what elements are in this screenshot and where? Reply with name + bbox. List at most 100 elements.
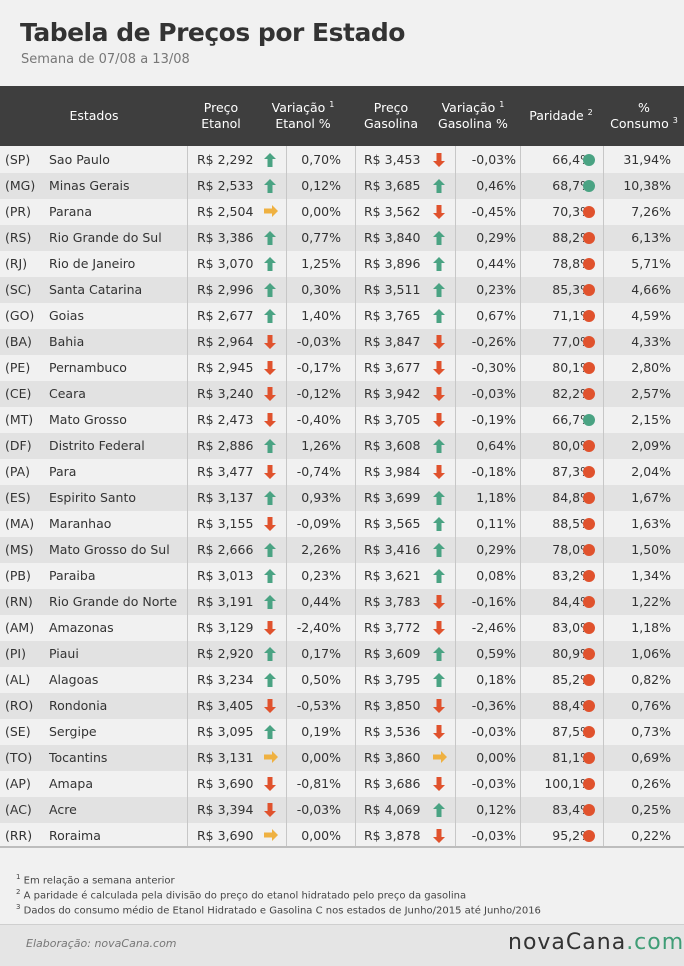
state-name: Piaui xyxy=(49,646,79,661)
variation-gasoline: 0,08% xyxy=(476,568,516,583)
arrow-down-icon xyxy=(264,699,276,713)
arrow-down-icon xyxy=(433,335,445,349)
consumption-share: 2,57% xyxy=(631,386,671,401)
variation-ethanol: 0,93% xyxy=(301,490,341,505)
price-gasoline: R$ 3,565 xyxy=(364,516,421,531)
state-code: (SC) xyxy=(5,282,32,297)
price-gasoline: R$ 3,847 xyxy=(364,334,421,349)
parity-status-dot xyxy=(583,414,595,426)
parity-status-dot xyxy=(583,310,595,322)
consumption-share: 1,67% xyxy=(631,490,671,505)
arrow-up-icon xyxy=(264,673,276,687)
parity-value: 66,4% xyxy=(552,152,592,167)
price-gasoline: R$ 3,783 xyxy=(364,594,421,609)
state-code: (PB) xyxy=(5,568,31,583)
price-gasoline: R$ 3,621 xyxy=(364,568,421,583)
state-code: (PA) xyxy=(5,464,31,479)
variation-ethanol: 0,00% xyxy=(301,828,341,843)
arrow-down-icon xyxy=(433,413,445,427)
state-name: Amazonas xyxy=(49,620,114,635)
table-row: (CE) Ceara R$ 3,240 -0,12% R$ 3,942 -0,03% 82,… xyxy=(0,381,684,407)
bottom-bar xyxy=(0,925,684,966)
header-estados: Estados xyxy=(69,108,119,123)
variation-gasoline: -0,45% xyxy=(471,204,516,219)
price-ethanol: R$ 2,666 xyxy=(197,542,254,557)
price-gasoline: R$ 3,686 xyxy=(364,776,421,791)
parity-status-dot xyxy=(583,648,595,660)
parity-status-dot xyxy=(583,258,595,270)
state-name: Rio Grande do Sul xyxy=(49,230,162,245)
arrow-up-icon xyxy=(433,543,445,557)
price-ethanol: R$ 2,504 xyxy=(197,204,254,219)
arrow-up-icon xyxy=(433,283,445,297)
state-name: Rio de Janeiro xyxy=(49,256,136,271)
price-gasoline: R$ 3,705 xyxy=(364,412,421,427)
arrow-up-icon xyxy=(433,569,445,583)
state-name: Distrito Federal xyxy=(49,438,145,453)
arrow-up-icon xyxy=(433,803,445,817)
consumption-share: 0,22% xyxy=(631,828,671,843)
parity-status-dot xyxy=(583,284,595,296)
parity-value: 80,1% xyxy=(552,360,592,375)
price-ethanol: R$ 3,386 xyxy=(197,230,254,245)
arrow-up-icon xyxy=(433,439,445,453)
header-preco-gasolina: Preço Gasolina xyxy=(363,100,419,131)
arrow-down-icon xyxy=(264,803,276,817)
variation-ethanol: 1,26% xyxy=(301,438,341,453)
parity-value: 88,2% xyxy=(552,230,592,245)
table-row: (SE) Sergipe R$ 3,095 0,19% R$ 3,536 -0,03% 87… xyxy=(0,719,684,745)
state-name: Sao Paulo xyxy=(49,152,110,167)
variation-gasoline: 0,67% xyxy=(476,308,516,323)
parity-status-dot xyxy=(583,830,595,842)
arrow-up-icon xyxy=(264,283,276,297)
price-gasoline: R$ 3,765 xyxy=(364,308,421,323)
price-gasoline: R$ 3,942 xyxy=(364,386,421,401)
parity-value: 83,2% xyxy=(552,568,592,583)
parity-value: 88,4% xyxy=(552,698,592,713)
variation-gasoline: -2,46% xyxy=(471,620,516,635)
state-name: Mato Grosso xyxy=(49,412,127,427)
table-row: (RO) Rondonia R$ 3,405 -0,53% R$ 3,850 -0,36%… xyxy=(0,693,684,719)
variation-gasoline: 0,29% xyxy=(476,542,516,557)
table-row: (AC) Acre R$ 3,394 -0,03% R$ 4,069 0,12% 83,4%… xyxy=(0,797,684,823)
price-ethanol: R$ 3,234 xyxy=(197,672,254,687)
state-name: Sergipe xyxy=(49,724,97,739)
arrow-up-icon xyxy=(433,309,445,323)
arrow-down-icon xyxy=(433,621,445,635)
consumption-share: 6,13% xyxy=(631,230,671,245)
arrow-down-icon xyxy=(264,413,276,427)
variation-ethanol: -0,53% xyxy=(296,698,341,713)
price-gasoline: R$ 3,536 xyxy=(364,724,421,739)
parity-status-dot xyxy=(583,596,595,608)
price-ethanol: R$ 3,191 xyxy=(197,594,254,609)
consumption-share: 0,26% xyxy=(631,776,671,791)
consumption-share: 10,38% xyxy=(623,178,671,193)
footnote-2: 2 A paridade é calculada pela divisão do… xyxy=(16,888,467,902)
state-code: (PI) xyxy=(5,646,26,661)
variation-ethanol: -0,81% xyxy=(296,776,341,791)
price-gasoline: R$ 3,840 xyxy=(364,230,421,245)
parity-status-dot xyxy=(583,700,595,712)
arrow-up-icon xyxy=(264,569,276,583)
price-ethanol: R$ 2,886 xyxy=(197,438,254,453)
parity-value: 66,7% xyxy=(552,412,592,427)
table-row: (AL) Alagoas R$ 3,234 0,50% R$ 3,795 0,18% 85,… xyxy=(0,667,684,693)
parity-status-dot xyxy=(583,492,595,504)
consumption-share: 4,33% xyxy=(631,334,671,349)
consumption-share: 0,76% xyxy=(631,698,671,713)
state-name: Ceara xyxy=(49,386,86,401)
price-ethanol: R$ 2,677 xyxy=(197,308,254,323)
parity-status-dot xyxy=(583,518,595,530)
parity-value: 83,4% xyxy=(552,802,592,817)
arrow-down-icon xyxy=(433,829,445,843)
price-ethanol: R$ 3,690 xyxy=(197,828,254,843)
table-row: (RR) Roraima R$ 3,690 0,00% R$ 3,878 -0,03% 95… xyxy=(0,823,684,849)
price-gasoline: R$ 3,878 xyxy=(364,828,421,843)
price-gasoline: R$ 3,699 xyxy=(364,490,421,505)
consumption-share: 1,63% xyxy=(631,516,671,531)
state-name: Pernambuco xyxy=(49,360,127,375)
parity-value: 81,1% xyxy=(552,750,592,765)
table-row: (AP) Amapa R$ 3,690 -0,81% R$ 3,686 -0,03% 100… xyxy=(0,771,684,797)
consumption-share: 4,59% xyxy=(631,308,671,323)
consumption-share: 1,06% xyxy=(631,646,671,661)
